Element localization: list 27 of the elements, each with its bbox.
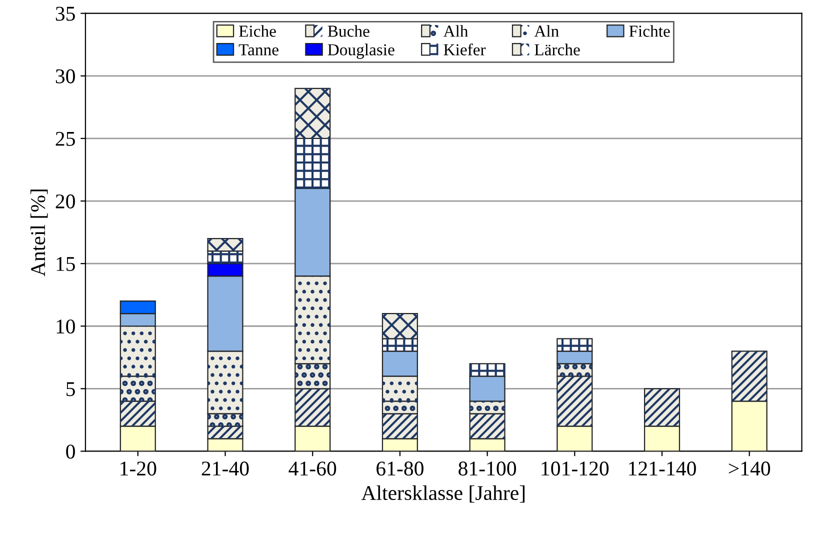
legend-label: Tanne — [238, 44, 278, 56]
legend-label: Kiefer — [444, 44, 486, 56]
x-tick-label: 101-120 — [542, 462, 609, 476]
legend-label: Lärche — [534, 44, 580, 56]
legend-label: Eiche — [239, 25, 276, 37]
legend-label: Alh — [443, 25, 468, 37]
y-axis-title: Anteil [%] — [30, 190, 48, 276]
y-tick-label: 5 — [66, 382, 75, 396]
x-tick-label: >140 — [728, 462, 770, 476]
y-tick-label: 20 — [56, 194, 75, 208]
x-tick-label: 81-100 — [458, 462, 516, 476]
x-tick-label: 21-40 — [202, 462, 249, 476]
y-tick-label: 15 — [56, 257, 75, 271]
y-tick-label: 10 — [56, 319, 75, 334]
y-tick-label: 25 — [56, 132, 75, 146]
x-tick-label: 61-80 — [376, 462, 424, 476]
legend-label: Douglasie — [328, 44, 394, 59]
y-tick-label: 0 — [66, 444, 75, 459]
y-tick-label: 35 — [56, 6, 75, 21]
y-tick-label: 30 — [56, 69, 75, 84]
legend-label: Buche — [328, 25, 370, 37]
x-tick-label: 41-60 — [288, 462, 336, 476]
x-axis-title: Altersklasse [Jahre] — [361, 485, 525, 503]
x-tick-label: 121-140 — [629, 462, 696, 476]
legend-label: Aln — [534, 25, 559, 37]
x-tick-label: 1-20 — [120, 462, 156, 476]
legend-label: Fichte — [629, 25, 670, 37]
